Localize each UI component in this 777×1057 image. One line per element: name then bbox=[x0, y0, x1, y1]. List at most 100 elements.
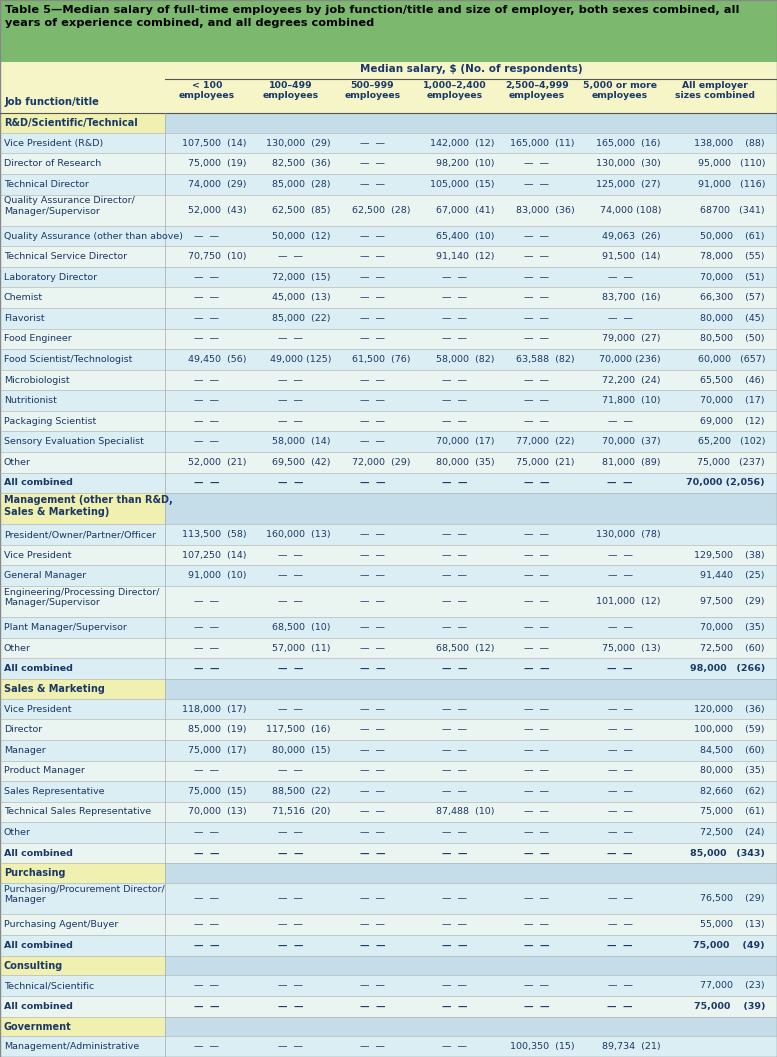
Text: Technical Director: Technical Director bbox=[4, 180, 89, 189]
Text: —  —: — — bbox=[360, 293, 385, 302]
Text: 70,000  (13): 70,000 (13) bbox=[188, 808, 247, 816]
Text: —  —: — — bbox=[524, 571, 549, 580]
Bar bbox=[0, 472, 777, 494]
Text: —  —: — — bbox=[194, 623, 219, 632]
Text: —  —: — — bbox=[194, 664, 220, 673]
Text: 72,500    (24): 72,500 (24) bbox=[701, 828, 765, 837]
Text: —  —: — — bbox=[360, 416, 385, 426]
Text: —  —: — — bbox=[442, 664, 467, 673]
Text: —  —: — — bbox=[524, 894, 549, 904]
Text: —  —: — — bbox=[360, 766, 385, 776]
Text: 130,000  (30): 130,000 (30) bbox=[596, 160, 661, 168]
Text: 67,000  (41): 67,000 (41) bbox=[437, 206, 495, 215]
Text: —  —: — — bbox=[608, 705, 632, 713]
Bar bbox=[0, 822, 777, 842]
Text: —  —: — — bbox=[442, 766, 467, 776]
Text: Job function/title: Job function/title bbox=[5, 97, 100, 107]
Text: —  —: — — bbox=[278, 1042, 304, 1052]
Text: All combined: All combined bbox=[4, 1002, 73, 1010]
Text: Sensory Evaluation Specialist: Sensory Evaluation Specialist bbox=[4, 438, 144, 446]
Bar bbox=[0, 390, 777, 411]
Text: —  —: — — bbox=[608, 551, 632, 560]
Text: Packaging Scientist: Packaging Scientist bbox=[4, 416, 96, 426]
Text: 45,000  (13): 45,000 (13) bbox=[273, 293, 331, 302]
Text: All combined: All combined bbox=[4, 941, 73, 950]
Text: —  —: — — bbox=[524, 334, 549, 344]
Text: 91,000  (10): 91,000 (10) bbox=[189, 571, 247, 580]
Text: —  —: — — bbox=[278, 981, 304, 990]
Text: 125,000  (27): 125,000 (27) bbox=[597, 180, 661, 189]
Text: —  —: — — bbox=[360, 921, 385, 929]
Text: 65,400  (10): 65,400 (10) bbox=[437, 231, 495, 241]
Text: —  —: — — bbox=[278, 941, 304, 950]
Text: Product Manager: Product Manager bbox=[4, 766, 85, 776]
Text: —  —: — — bbox=[278, 1002, 304, 1010]
Text: —  —: — — bbox=[608, 828, 632, 837]
Text: 70,750  (10): 70,750 (10) bbox=[189, 253, 247, 261]
Text: 50,000  (12): 50,000 (12) bbox=[273, 231, 331, 241]
Bar bbox=[0, 740, 777, 761]
Bar bbox=[0, 565, 777, 586]
Text: 75,000  (13): 75,000 (13) bbox=[602, 644, 661, 652]
Text: 76,500    (29): 76,500 (29) bbox=[701, 894, 765, 904]
Text: —  —: — — bbox=[608, 725, 632, 735]
Text: 70,000    (35): 70,000 (35) bbox=[700, 623, 765, 632]
Text: 68,500  (10): 68,500 (10) bbox=[273, 623, 331, 632]
Text: 69,000    (12): 69,000 (12) bbox=[701, 416, 765, 426]
Text: —  —: — — bbox=[194, 766, 219, 776]
Text: Quality Assurance Director/
Manager/Supervisor: Quality Assurance Director/ Manager/Supe… bbox=[4, 196, 135, 216]
Text: —  —: — — bbox=[360, 479, 385, 487]
Text: —  —: — — bbox=[194, 828, 219, 837]
Text: 91,140  (12): 91,140 (12) bbox=[437, 253, 495, 261]
Text: —  —: — — bbox=[278, 664, 304, 673]
Text: —  —: — — bbox=[194, 849, 220, 857]
Text: —  —: — — bbox=[524, 1002, 550, 1010]
Text: 100,350  (15): 100,350 (15) bbox=[510, 1042, 575, 1052]
Text: —  —: — — bbox=[278, 921, 304, 929]
Text: —  —: — — bbox=[608, 894, 632, 904]
Text: —  —: — — bbox=[442, 894, 467, 904]
Text: —  —: — — bbox=[194, 894, 219, 904]
Text: 2,500–4,999
employees: 2,500–4,999 employees bbox=[505, 81, 569, 100]
Text: 62,500  (85): 62,500 (85) bbox=[273, 206, 331, 215]
Bar bbox=[0, 720, 777, 740]
Text: 130,000  (78): 130,000 (78) bbox=[597, 531, 661, 539]
Text: —  —: — — bbox=[278, 894, 304, 904]
Text: 88,500  (22): 88,500 (22) bbox=[273, 786, 331, 796]
Text: —  —: — — bbox=[360, 664, 385, 673]
Text: 68,500  (12): 68,500 (12) bbox=[437, 644, 495, 652]
Bar bbox=[0, 976, 777, 996]
Text: —  —: — — bbox=[360, 314, 385, 322]
Text: —  —: — — bbox=[278, 849, 304, 857]
Text: —  —: — — bbox=[608, 1002, 632, 1010]
Text: —  —: — — bbox=[608, 849, 632, 857]
Bar bbox=[0, 914, 777, 935]
Text: 75,000  (21): 75,000 (21) bbox=[517, 458, 575, 467]
Text: 49,450  (56): 49,450 (56) bbox=[189, 355, 247, 364]
Text: Engineering/Processing Director/
Manager/Supervisor: Engineering/Processing Director/ Manager… bbox=[4, 588, 159, 608]
Text: 95,000   (110): 95,000 (110) bbox=[698, 160, 765, 168]
Bar bbox=[0, 1037, 777, 1057]
Text: —  —: — — bbox=[360, 705, 385, 713]
Text: Median salary, $ (No. of respondents): Median salary, $ (No. of respondents) bbox=[360, 64, 582, 74]
Text: —  —: — — bbox=[360, 438, 385, 446]
Text: —  —: — — bbox=[360, 725, 385, 735]
Text: —  —: — — bbox=[442, 1002, 467, 1010]
Text: Management/Administrative: Management/Administrative bbox=[4, 1042, 139, 1052]
Text: —  —: — — bbox=[524, 597, 549, 606]
Bar bbox=[0, 864, 165, 884]
Text: —  —: — — bbox=[442, 551, 467, 560]
Text: Laboratory Director: Laboratory Director bbox=[4, 273, 97, 281]
Text: 62,500  (28): 62,500 (28) bbox=[351, 206, 410, 215]
Text: —  —: — — bbox=[524, 746, 549, 755]
Text: 52,000  (21): 52,000 (21) bbox=[189, 458, 247, 467]
Bar bbox=[0, 133, 777, 153]
Text: —  —: — — bbox=[442, 396, 467, 405]
Text: 82,660    (62): 82,660 (62) bbox=[701, 786, 765, 796]
Bar bbox=[0, 288, 777, 308]
Text: Table 5—Median salary of full-time employees by job function/title and size of e: Table 5—Median salary of full-time emplo… bbox=[5, 5, 740, 27]
Text: 1,000–2,400
employees: 1,000–2,400 employees bbox=[423, 81, 486, 100]
Text: —  —: — — bbox=[194, 396, 219, 405]
Text: —  —: — — bbox=[442, 273, 467, 281]
Text: —  —: — — bbox=[360, 894, 385, 904]
